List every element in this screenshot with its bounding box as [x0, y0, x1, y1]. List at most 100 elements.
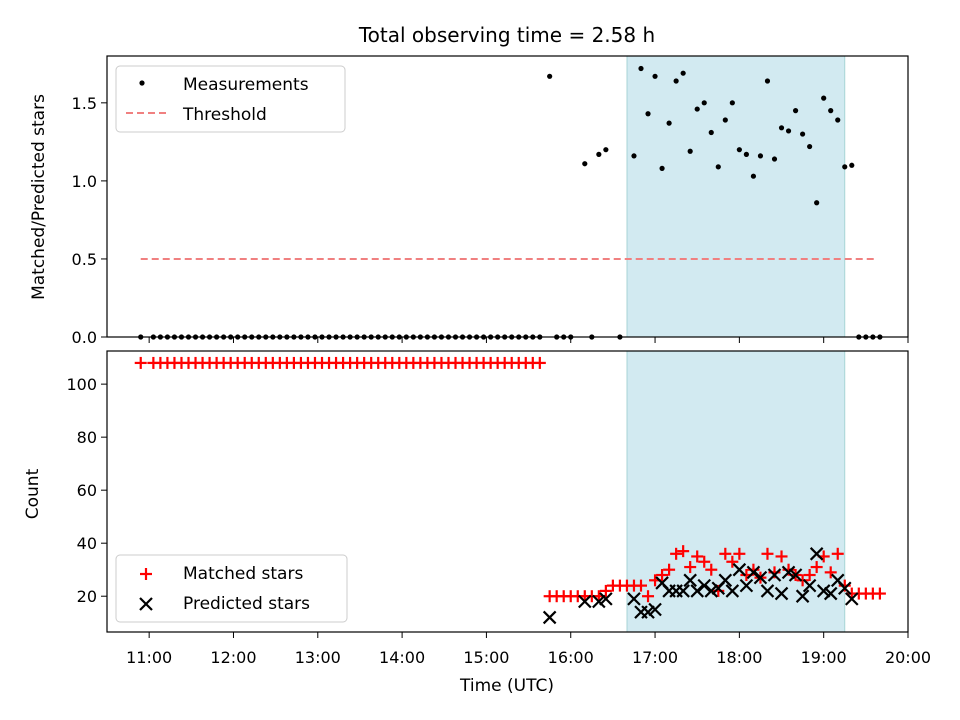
top-legend: Measurements Threshold [115, 65, 346, 133]
matched-star-point [656, 569, 669, 582]
predicted-star-point [788, 568, 803, 582]
x-tick-label: 19:00 [801, 648, 847, 667]
predicted-star-point [802, 578, 817, 593]
predicted-star-point [823, 586, 838, 601]
observing-window-span [626, 350, 846, 633]
predicted-star-point [739, 578, 754, 593]
matched-star-point [775, 550, 788, 563]
matched-star-point [810, 561, 823, 574]
legend-measurements-label: Measurements [183, 75, 309, 95]
measurement-point [771, 156, 778, 162]
measurement-point [673, 78, 679, 84]
matched-star-point [642, 590, 655, 603]
top-ylabel: Matched/Predicted stars [29, 94, 49, 300]
matched-star-point [824, 566, 837, 579]
measurement-point [603, 147, 609, 153]
predicted-star-point [599, 592, 613, 606]
predicted-star-point [753, 570, 768, 585]
predicted-star-point [767, 568, 782, 582]
measurement-point [729, 100, 735, 106]
predicted-star-point [648, 602, 662, 617]
measurement-point [694, 106, 700, 112]
measurement-point [792, 108, 799, 114]
predicted-star-point [578, 594, 592, 609]
matched-star-point [698, 555, 711, 568]
measurement-point [828, 108, 834, 114]
y-tick-label: 80 [77, 428, 97, 447]
top-panel: 0.0 0.5 1.0 1.5 Matched/Predicted stars Mea… [29, 55, 909, 347]
observing-window-span [626, 55, 846, 338]
predicted-star-point [627, 592, 641, 606]
predicted-star-point [781, 565, 796, 580]
measurement-point [666, 120, 672, 126]
measurement-point [708, 129, 714, 136]
x-tick-label: 16:00 [548, 648, 594, 667]
measurement-point [680, 70, 686, 76]
x-tick-label: 13:00 [295, 648, 341, 667]
matched-star-point [663, 563, 676, 576]
y-tick-label: 1.5 [72, 94, 97, 113]
matched-star-point [599, 584, 612, 597]
measurement-point [785, 128, 792, 134]
measurement-point [596, 151, 602, 157]
measurement-point [547, 73, 553, 79]
measurement-point [701, 100, 707, 106]
x-tick-label: 14:00 [379, 648, 425, 667]
legend-matched-marker [140, 568, 152, 580]
matched-star-point [684, 561, 697, 574]
predicted-star-point [774, 586, 789, 601]
matched-star-point [719, 547, 732, 560]
x-tick-label: 11:00 [126, 648, 172, 667]
matched-star-point [635, 579, 647, 592]
measurement-point [722, 117, 728, 123]
predicted-star-point [845, 592, 859, 606]
predicted-star-point [676, 584, 690, 598]
matched-star-point [726, 555, 739, 568]
legend-threshold-label: Threshold [182, 105, 267, 125]
bottom-xlabel: Time (UTC) [459, 676, 554, 696]
predicted-star-point [732, 562, 747, 577]
measurement-point [631, 153, 637, 159]
matched-star-point [831, 547, 844, 560]
matched-star-point [533, 356, 546, 369]
x-tick-label: 20:00 [885, 648, 931, 667]
predicted-star-point [760, 584, 775, 598]
matched-star-point [677, 545, 690, 558]
bottom-axes-frame [106, 350, 909, 633]
y-tick-label: 100 [66, 375, 97, 394]
matched-star-point [691, 550, 704, 563]
measurement-point [659, 165, 665, 171]
measurement-point [764, 78, 771, 84]
measurement-point [821, 95, 827, 101]
legend-matched-label: Matched stars [183, 564, 303, 584]
predicted-star-point [704, 584, 719, 598]
predicted-star-point [809, 547, 824, 561]
predicted-star-point [718, 573, 733, 588]
matched-star-point [796, 574, 809, 587]
measurement-point [778, 125, 785, 131]
measurement-point [652, 73, 658, 79]
predicted-star-point [795, 589, 810, 603]
measurement-point [638, 65, 644, 72]
predicted-star-point [697, 578, 712, 593]
measurement-point [835, 117, 841, 123]
measurement-point [743, 151, 749, 157]
y-tick-label: 60 [77, 481, 97, 500]
matched-star-point [803, 569, 816, 582]
measurement-point [645, 111, 651, 117]
predicted-star-point [683, 573, 697, 588]
measurement-point [800, 131, 806, 137]
y-tick-label: 1.0 [72, 172, 97, 191]
measurement-point [750, 173, 757, 179]
measurement-point [849, 162, 855, 168]
y-tick-label: 0.0 [72, 328, 97, 347]
top-axes-frame [106, 55, 909, 338]
y-tick-label: 20 [77, 587, 97, 606]
measurement-point [807, 143, 813, 150]
x-tick-label: 17:00 [632, 648, 678, 667]
x-tick-label: 12:00 [210, 648, 256, 667]
measurement-point [687, 148, 693, 154]
predicted-star-point [592, 594, 606, 609]
measurement-point [814, 200, 820, 206]
